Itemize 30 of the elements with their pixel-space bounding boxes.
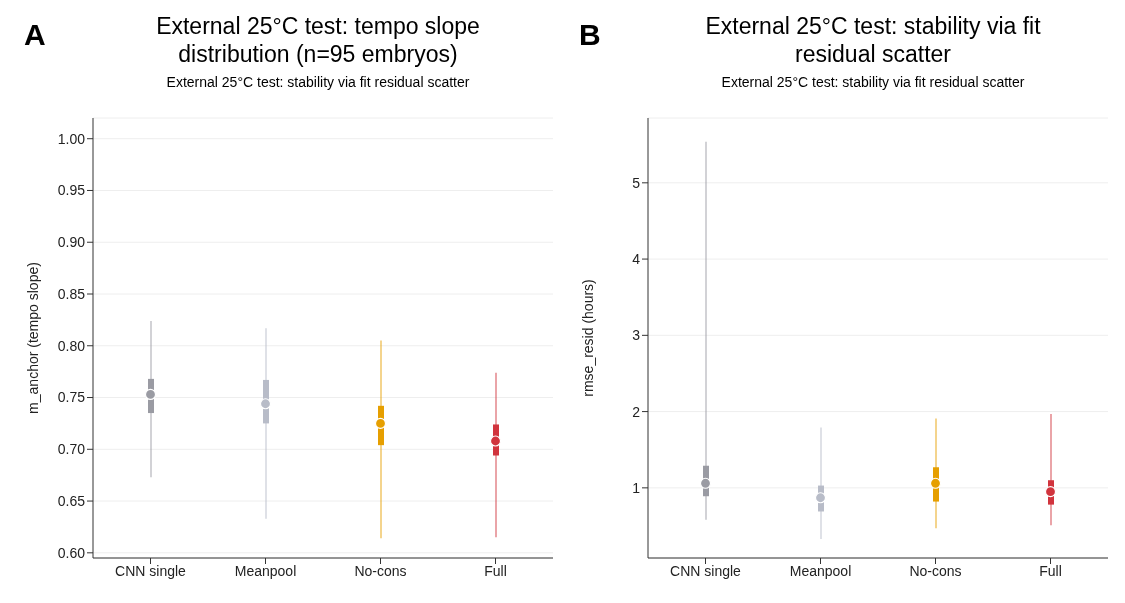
- x-tick-label: Full: [1039, 562, 1062, 579]
- x-tick-label: CNN single: [115, 562, 187, 579]
- x-tick-label: No-cons: [354, 562, 407, 579]
- y-tick-label: 4: [632, 251, 641, 268]
- y-tick-label: 0.60: [57, 544, 86, 561]
- y-tick-label: 0.70: [57, 441, 86, 458]
- y-axis-title: m_anchor (tempo slope): [24, 262, 41, 414]
- chart-subtitle: External 25°C test: stability via fit residual scatter: [165, 74, 471, 90]
- x-tick-label: Meanpool: [789, 562, 852, 579]
- text: A: [24, 18, 46, 52]
- x-tick-label: Full: [484, 562, 507, 579]
- y-tick-label: 0.90: [57, 234, 86, 251]
- chart-subtitle: External 25°C test: stability via fit residual scatter: [720, 74, 1026, 90]
- text: B: [579, 18, 601, 52]
- y-tick-label: 1.00: [57, 130, 86, 147]
- y-tick-label: 1: [632, 479, 641, 496]
- y-tick-label: 0.85: [57, 285, 86, 302]
- y-tick-label: 0.80: [57, 337, 86, 354]
- y-tick-label: 0.75: [57, 389, 86, 406]
- y-tick-label: 5: [632, 174, 641, 191]
- y-tick-label: 0.95: [57, 182, 86, 199]
- y-tick-label: 0.65: [57, 493, 86, 510]
- y-axis-title: rmse_resid (hours): [579, 279, 596, 397]
- x-tick-label: No-cons: [909, 562, 962, 579]
- chart-title: External 25°C test: stability via fit residual scatter: [704, 12, 1042, 68]
- x-tick-label: Meanpool: [234, 562, 297, 579]
- y-tick-label: 3: [632, 327, 641, 344]
- x-tick-label: CNN single: [670, 562, 742, 579]
- chart-title: External 25°C test: tempo slope distribution (n=95 embryos): [155, 12, 481, 68]
- y-tick-label: 2: [632, 403, 641, 420]
